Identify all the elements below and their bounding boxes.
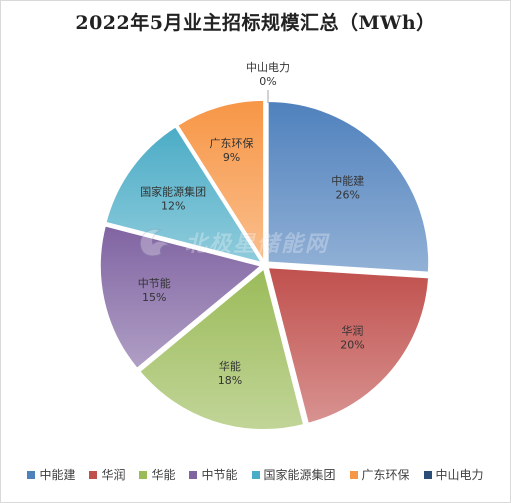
legend-swatch <box>27 470 36 479</box>
slice-name-label-5: 国家能源集团 <box>140 184 206 198</box>
slice-name-label-7: 中山电力 <box>246 61 290 74</box>
legend-label: 中能建 <box>39 468 76 482</box>
watermark-text: 北极星储能网 <box>185 232 330 257</box>
legend-label: 国家能源集团 <box>263 468 336 482</box>
slice-name-label-1: 中能建 <box>331 173 364 187</box>
legend-label: 中山电力 <box>435 468 484 482</box>
legend-item-7: 中山电力 <box>423 466 484 483</box>
legend-swatch <box>251 470 260 479</box>
slice-percent-label-4: 15% <box>142 291 166 304</box>
slice-percent-label-2: 20% <box>340 338 364 351</box>
slice-percent-label-3: 18% <box>218 374 242 387</box>
slice-name-label-2: 华润 <box>341 323 363 337</box>
pie-slice-1 <box>267 100 430 274</box>
legend-label: 华能 <box>151 468 176 482</box>
legend-item-2: 华润 <box>89 466 125 483</box>
chart-legend: 中能建 华润 华能 中节能 国家能源集团 广东环保 中山电力 <box>0 466 511 483</box>
slice-name-label-6: 广东环保 <box>210 136 254 150</box>
slice-name-label-3: 华能 <box>219 359 241 373</box>
legend-item-3: 华能 <box>139 466 175 483</box>
slice-percent-label-6: 9% <box>223 151 240 164</box>
slice-percent-label-1: 26% <box>335 188 359 201</box>
slice-percent-label-5: 12% <box>161 199 185 212</box>
watermark: 北极星储能网 <box>135 222 329 262</box>
pie-slice-2 <box>267 266 430 425</box>
legend-swatch <box>139 470 148 479</box>
legend-label: 华润 <box>101 468 126 482</box>
legend-swatch <box>349 470 358 479</box>
legend-swatch <box>423 470 432 479</box>
legend-swatch <box>189 470 198 479</box>
pie-slice-3 <box>138 267 305 431</box>
legend-item-5: 国家能源集团 <box>251 466 336 483</box>
chart-title: 2022年5月业主招标规模汇总（MWh） <box>75 12 436 34</box>
legend-item-1: 中能建 <box>27 466 75 483</box>
watermark-logo-icon <box>139 228 171 257</box>
slice-name-label-4: 中节能 <box>138 276 171 290</box>
legend-swatch <box>89 470 98 479</box>
slice-percent-label-7: 0% <box>259 75 276 88</box>
legend-label: 广东环保 <box>361 468 410 482</box>
pie-slice-4 <box>99 224 263 370</box>
pie-slice-6 <box>176 99 265 264</box>
legend-label: 中节能 <box>201 468 238 482</box>
pie-slice-5 <box>104 125 264 264</box>
legend-item-4: 中节能 <box>189 466 238 483</box>
legend-item-6: 广东环保 <box>349 466 410 483</box>
